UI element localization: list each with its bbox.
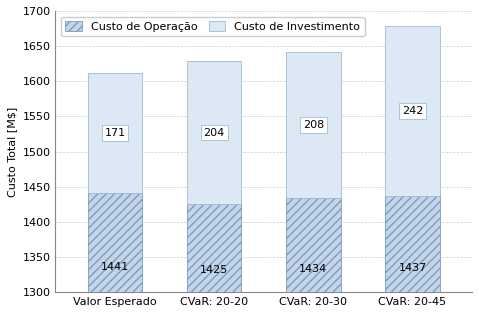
- Text: 242: 242: [402, 106, 423, 116]
- Bar: [187, 61, 241, 204]
- Text: 204: 204: [204, 127, 225, 138]
- Text: 1441: 1441: [101, 263, 129, 273]
- Bar: [385, 196, 440, 292]
- Y-axis label: Custo Total [M$]: Custo Total [M$]: [7, 106, 17, 197]
- Bar: [88, 193, 142, 292]
- Bar: [385, 26, 440, 196]
- Legend: Custo de Operação, Custo de Investimento: Custo de Operação, Custo de Investimento: [61, 17, 365, 36]
- Text: 1425: 1425: [200, 265, 228, 275]
- Text: 208: 208: [303, 120, 324, 130]
- Text: 171: 171: [104, 128, 125, 138]
- Text: 1434: 1434: [299, 264, 328, 273]
- Bar: [88, 73, 142, 193]
- Text: 1437: 1437: [399, 263, 427, 273]
- Bar: [286, 52, 341, 198]
- Bar: [187, 204, 241, 292]
- Bar: [286, 198, 341, 292]
